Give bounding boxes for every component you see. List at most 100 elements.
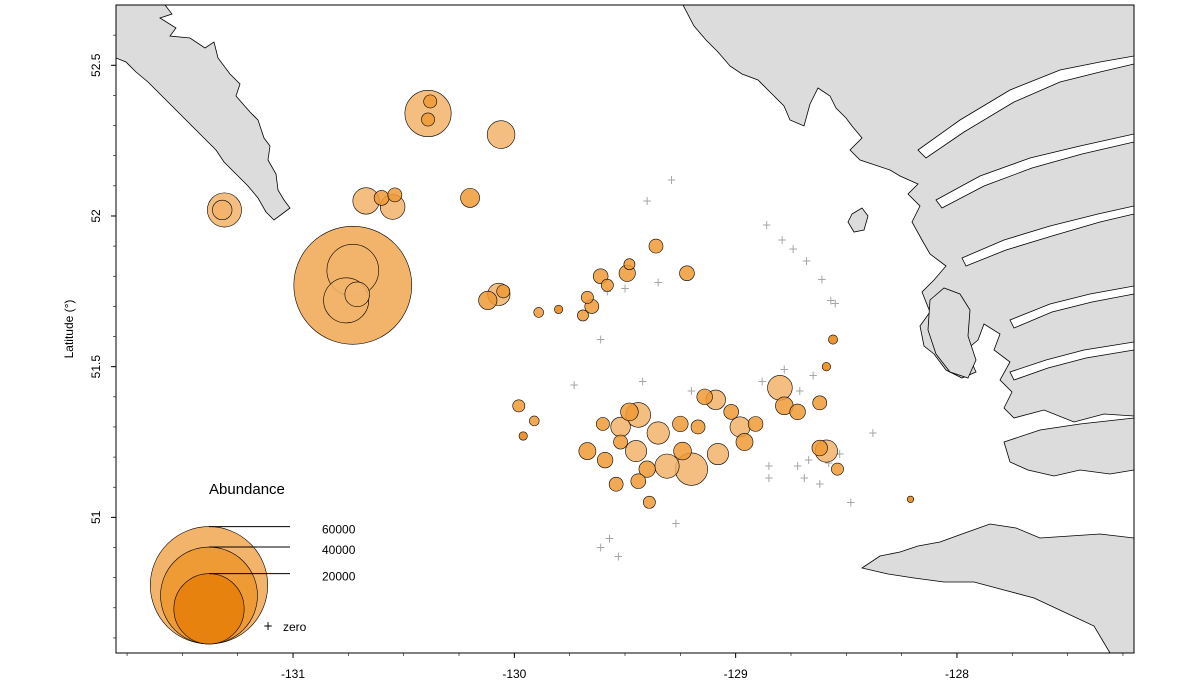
- zero-marker: +: [793, 459, 803, 473]
- legend-circle-20000: [173, 573, 245, 645]
- legend-label: 20000: [322, 570, 356, 584]
- abundance-bubble: [673, 441, 692, 461]
- abundance-bubble: [212, 199, 233, 221]
- zero-marker: +: [808, 369, 818, 383]
- abundance-bubble: [580, 290, 594, 304]
- x-tick-label: -129: [724, 667, 748, 681]
- abundance-bubble: [642, 495, 656, 509]
- zero-marker: +: [846, 495, 856, 509]
- abundance-bubble: [906, 495, 915, 503]
- abundance-bubble: [496, 284, 511, 299]
- southern-mainland-land: [1003, 417, 1134, 477]
- x-axis: -131 -130 -129 -128: [126, 653, 1124, 681]
- zero-marker: +: [815, 477, 825, 491]
- abundance-bubble: [747, 416, 764, 432]
- zero-marker: +: [830, 296, 840, 310]
- abundance-bubble: [554, 304, 564, 314]
- abundance-bubble: [620, 402, 639, 422]
- abundance-bubble: [595, 417, 610, 431]
- legend-zero-label: zero: [283, 620, 307, 634]
- abundance-bubble: [423, 94, 438, 109]
- abundance-bubble: [608, 476, 624, 492]
- abundance-bubble: [421, 112, 435, 127]
- abundance-bubble: [654, 453, 680, 479]
- zero-marker: +: [653, 275, 663, 289]
- abundance-bubble: [679, 265, 695, 281]
- zero-marker: +: [642, 194, 652, 208]
- legend-zero-marker: +: [263, 619, 273, 633]
- x-tick-label: -128: [945, 667, 969, 681]
- abundance-bubble: [821, 362, 831, 372]
- abundance-bubble: [529, 415, 540, 427]
- inlet-3: [961, 205, 1134, 267]
- zero-marker: +: [638, 375, 648, 389]
- zero-marker: +: [779, 363, 789, 377]
- haida-gwaii-land: [116, 5, 291, 221]
- vancouver-island-land: [861, 523, 1134, 653]
- zero-marker: +: [620, 281, 630, 295]
- legend-label: 60000: [322, 523, 356, 537]
- zero-markers: ++++++++++++++++++++++++++++++++++: [569, 173, 878, 564]
- inlet-4: [1009, 285, 1134, 329]
- zero-marker: +: [826, 293, 836, 307]
- abundance-bubble: [486, 120, 516, 149]
- abundance-bubble: [613, 434, 628, 450]
- abundance-bubble: [512, 399, 526, 413]
- legend: Abundance 60000 40000 20000 + zero: [149, 481, 356, 645]
- zero-marker: +: [671, 516, 681, 530]
- zero-marker: +: [795, 384, 805, 398]
- abundance-bubbles: [207, 90, 915, 509]
- island-2: [927, 287, 977, 379]
- island-1: [847, 207, 869, 233]
- zero-marker: +: [824, 456, 834, 470]
- abundance-bubble: [690, 419, 706, 435]
- zero-marker: +: [613, 550, 623, 564]
- abundance-bubble: [344, 281, 370, 308]
- y-tick-label: 52.5: [89, 53, 103, 77]
- y-axis: 51 51.5 52 52.5: [89, 34, 116, 639]
- zero-marker: +: [666, 173, 676, 187]
- zero-marker: +: [604, 531, 614, 545]
- legend-label: 40000: [322, 543, 356, 557]
- zero-marker: +: [817, 272, 827, 286]
- legend-circles: 60000 40000 20000: [149, 523, 356, 645]
- zero-marker: +: [764, 471, 774, 485]
- abundance-bubble: [578, 442, 597, 460]
- y-tick-label: 52: [89, 209, 103, 223]
- abundance-bubble: [735, 433, 754, 451]
- zero-marker: +: [801, 254, 811, 268]
- abundance-bubble: [600, 278, 614, 292]
- zero-marker: +: [569, 378, 579, 392]
- abundance-bubble: [625, 440, 648, 463]
- abundance-bubble: [723, 404, 739, 420]
- zero-marker: +: [762, 218, 772, 232]
- abundance-bubble: [646, 421, 670, 445]
- abundance-bubble: [812, 395, 828, 411]
- legend-title: Abundance: [209, 481, 285, 498]
- zero-marker: +: [804, 453, 814, 467]
- abundance-bubble: [831, 462, 844, 476]
- zero-marker: +: [777, 233, 787, 247]
- y-tick-label: 51: [89, 510, 103, 524]
- zero-marker: +: [596, 333, 606, 347]
- zero-marker: +: [835, 447, 845, 461]
- inlet-1: [917, 55, 1134, 159]
- zero-marker: +: [596, 541, 606, 555]
- zero-marker: +: [788, 242, 798, 256]
- abundance-bubble: [577, 309, 589, 322]
- legend-zero-entry: + zero: [263, 619, 307, 634]
- abundance-bubble: [630, 473, 647, 489]
- abundance-bubble: [478, 290, 498, 310]
- x-tick-label: -130: [502, 667, 526, 681]
- abundance-bubble: [696, 388, 713, 405]
- abundance-bubble: [789, 403, 806, 421]
- abundance-bubble: [767, 375, 793, 401]
- abundance-bubble: [638, 460, 656, 478]
- abundance-bubble: [828, 334, 838, 345]
- y-axis-title: Latitude (°): [62, 300, 76, 359]
- abundance-bubble: [648, 238, 664, 254]
- zero-marker: +: [799, 471, 809, 485]
- zero-marker: +: [764, 459, 774, 473]
- inlet-5: [1009, 341, 1134, 381]
